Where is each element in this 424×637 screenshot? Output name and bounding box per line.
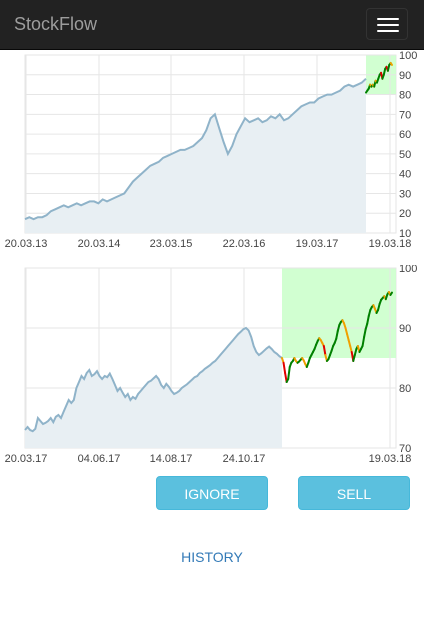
y-tick-label: 20	[399, 208, 411, 220]
y-tick-label: 70	[399, 443, 411, 455]
prediction-segment-up	[361, 336, 366, 347]
prediction-segment-neutral	[347, 339, 352, 347]
price-area-fill	[25, 328, 282, 448]
menu-bar-middle	[377, 24, 399, 26]
menu-bar-top	[377, 18, 399, 20]
prediction-segment-up	[366, 315, 370, 325]
target-zone-band	[282, 268, 396, 358]
x-tick-label: 19.03.17	[296, 238, 339, 250]
navbar: StockFlow	[0, 0, 424, 50]
x-tick-label: 20.03.13	[5, 238, 48, 250]
prediction-segment-neutral	[344, 327, 349, 335]
x-tick-label: 19.03.18	[369, 453, 412, 465]
x-tick-label: 19.03.18	[369, 238, 412, 250]
prediction-segment-up	[367, 309, 372, 317]
y-tick-label: 60	[399, 129, 411, 141]
prediction-segment-down	[282, 361, 287, 374]
prediction-segment-up	[389, 291, 393, 296]
y-tick-label: 90	[399, 70, 411, 82]
ignore-button[interactable]: IGNORE	[156, 476, 268, 510]
y-tick-label: 100	[399, 50, 417, 62]
prediction-segment-neutral	[349, 345, 353, 353]
y-tick-label: 80	[399, 90, 411, 102]
price-chart-long-term: 10 20 30 40 50 60 70 80 90 100 20.03.13 20.03.14 23.…	[5, 50, 418, 250]
x-tick-label: 14.08.17	[150, 453, 193, 465]
x-tick-label: 24.10.17	[223, 453, 266, 465]
prediction-segment-up	[382, 67, 387, 76]
prediction-segment-neutral	[346, 333, 350, 341]
prediction-segment-up	[386, 63, 391, 72]
sell-button[interactable]: SELL	[298, 476, 410, 510]
app-title[interactable]: StockFlow	[14, 14, 98, 34]
prediction-segment-up	[352, 354, 356, 362]
y-tick-label: 100	[399, 265, 417, 275]
y-tick-label: 30	[399, 188, 411, 200]
prediction-segment-down	[322, 345, 327, 356]
price-history-line	[24, 77, 367, 221]
history-link[interactable]: HISTORY	[181, 549, 243, 565]
x-tick-label: 22.03.16	[223, 238, 266, 250]
y-tick-label: 40	[399, 169, 411, 181]
menu-bar-bottom	[377, 30, 399, 32]
y-tick-label: 10	[399, 228, 411, 240]
x-tick-label: 20.03.14	[78, 238, 121, 250]
x-tick-label: 23.03.15	[150, 238, 193, 250]
y-tick-label: 70	[399, 109, 411, 121]
y-tick-label: 50	[399, 149, 411, 161]
y-tick-label: 90	[399, 323, 411, 335]
prediction-segment-up	[335, 330, 339, 340]
prediction-segment-up	[377, 303, 381, 311]
x-tick-label: 04.06.17	[78, 453, 121, 465]
prediction-segment-up	[353, 348, 358, 356]
price-history-line	[24, 326, 283, 433]
hamburger-menu-icon[interactable]	[366, 8, 408, 40]
y-tick-label: 80	[399, 383, 411, 395]
prediction-segment-up	[363, 328, 367, 338]
price-chart-recent: 70 80 90 100 20.03.17 04.06.17 14.08.17 24.10.1…	[5, 265, 418, 465]
prediction-segment-up	[336, 324, 341, 332]
prediction-segment-up	[287, 366, 291, 380]
x-tick-label: 20.03.17	[5, 453, 48, 465]
prediction-segment-neutral	[389, 61, 393, 66]
